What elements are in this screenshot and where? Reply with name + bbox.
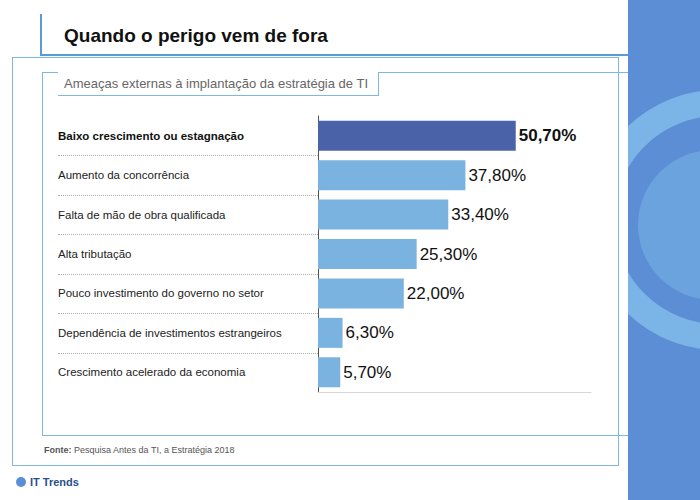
svg-text:Baixo crescimento ou estagnaçã: Baixo crescimento ou estagnação — [58, 130, 244, 142]
svg-text:Falta de mão de obra qualifica: Falta de mão de obra qualificada — [58, 209, 226, 221]
svg-text:22,00%: 22,00% — [407, 284, 465, 303]
svg-text:25,30%: 25,30% — [420, 245, 478, 264]
html-text:Fonte: Pesquisa Antes da TI, a: Fonte: Pesquisa Antes da TI, a Estratégi… — [44, 445, 235, 455]
html-text:IT Trends: IT Trends — [30, 476, 79, 488]
html-text:Quando o perigo vem de fora: Quando o perigo vem de fora — [64, 25, 328, 46]
svg-text:Pouco investimento do governo: Pouco investimento do governo no setor — [58, 287, 264, 299]
svg-text:37,80%: 37,80% — [468, 166, 526, 185]
svg-text:33,40%: 33,40% — [451, 205, 509, 224]
svg-text:50,70%: 50,70% — [519, 126, 577, 145]
svg-text:6,30%: 6,30% — [346, 323, 394, 342]
svg-text:Crescimento acelerado da econo: Crescimento acelerado da economia — [58, 366, 246, 378]
svg-text:Aumento da concorrência: Aumento da concorrência — [58, 169, 190, 181]
svg-text:5,70%: 5,70% — [343, 363, 391, 382]
svg-text:Alta tributação: Alta tributação — [58, 248, 132, 260]
svg-text:Dependência de investimentos e: Dependência de investimentos estrangeiro… — [58, 327, 282, 339]
html-text:Ameaças externas à implantação: Ameaças externas à implantação da estrat… — [64, 76, 368, 91]
